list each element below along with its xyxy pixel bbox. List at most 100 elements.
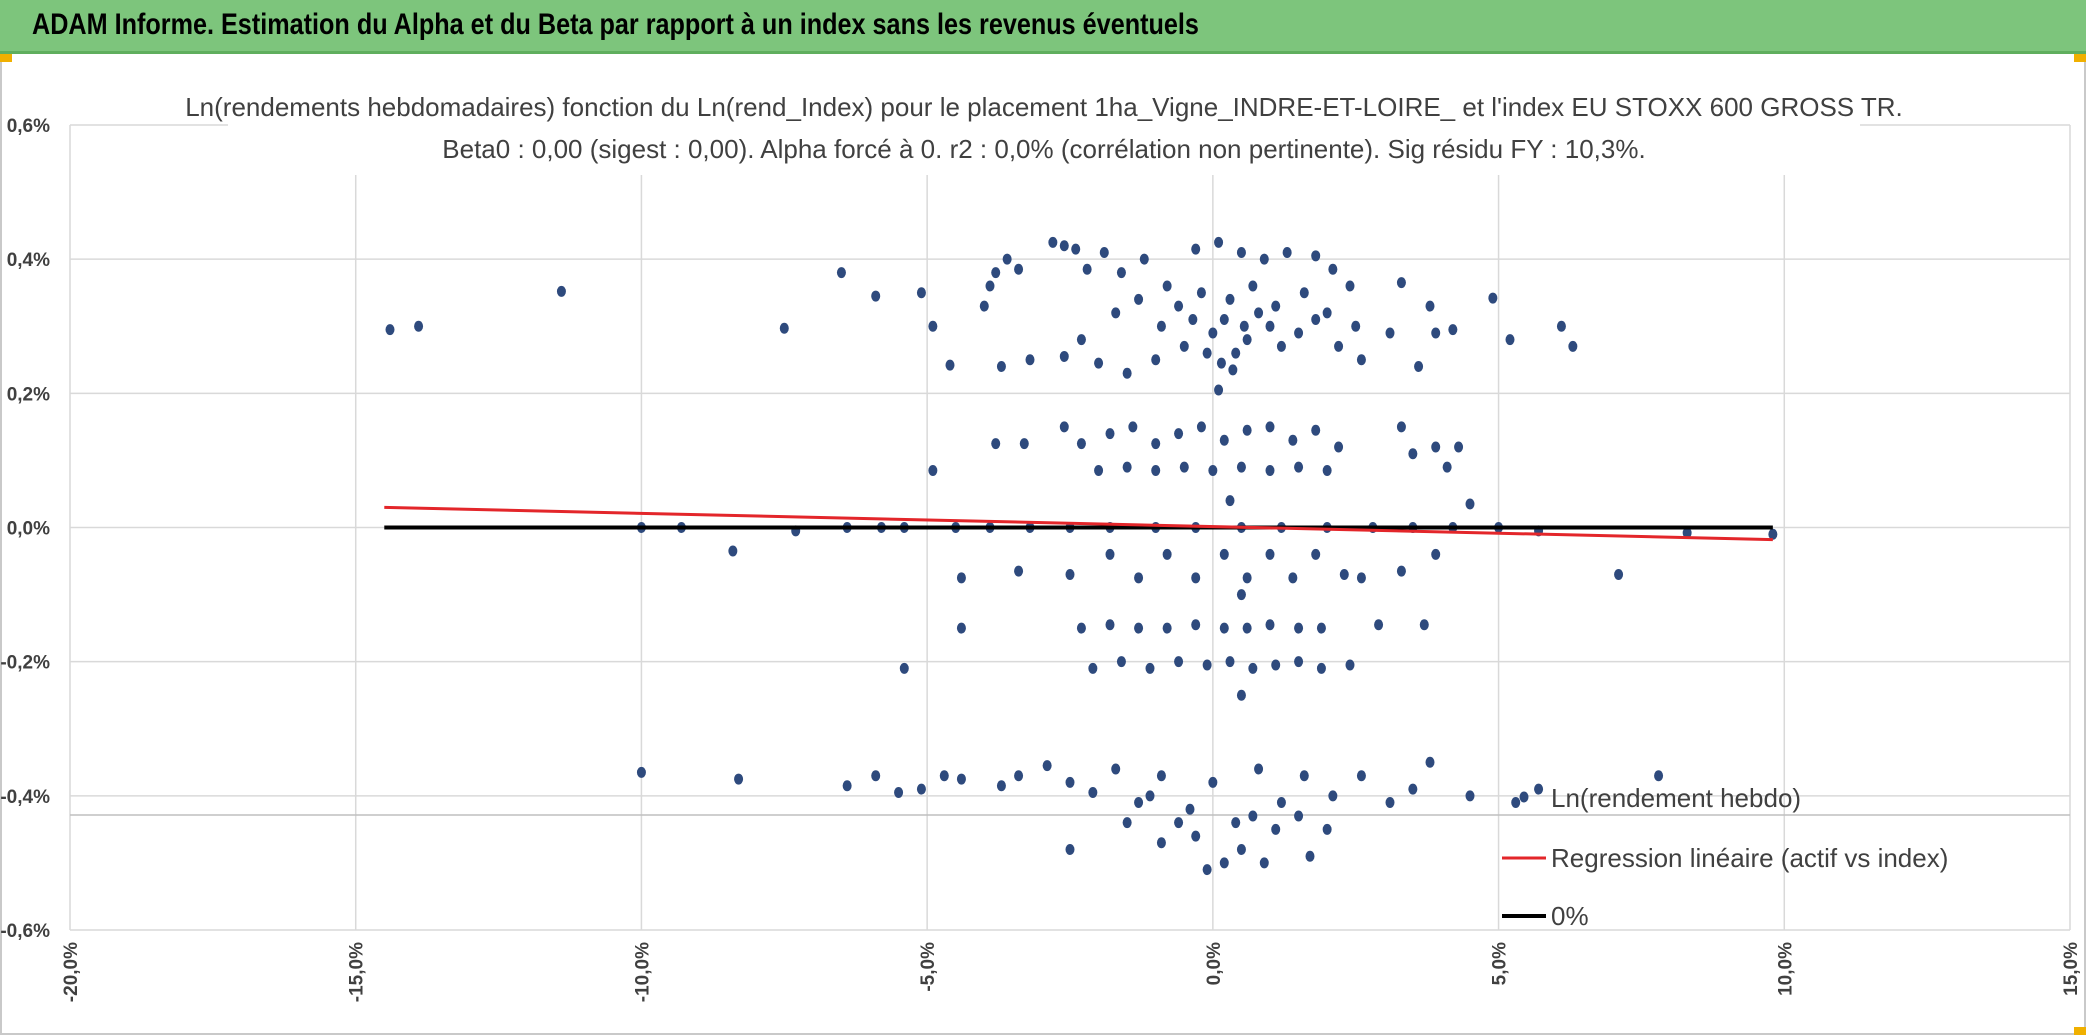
- data-point: [1311, 314, 1321, 326]
- data-point: [1294, 327, 1304, 339]
- data-point: [1276, 797, 1286, 809]
- data-point: [1071, 243, 1081, 255]
- data-point: [1431, 327, 1441, 339]
- chart-title-line2: Beta0 : 0,00 (sigest : 0,00). Alpha forc…: [442, 134, 1645, 164]
- data-point: [1236, 844, 1246, 855]
- data-point: [1239, 320, 1249, 332]
- data-point: [1408, 448, 1418, 460]
- corner-marker: [0, 54, 12, 62]
- data-point: [1219, 622, 1229, 634]
- data-point: [1202, 347, 1212, 359]
- x-axis-ticks: -20,0% -15,0% -10,0% -5,0% 0,0% 5,0% 10,0% 15,0…: [61, 942, 2082, 1002]
- data-point: [1076, 622, 1086, 634]
- y-axis-ticks: 0,6% 0,4% 0,2% 0,0% -0,2% -0,4% -0,6%: [0, 116, 50, 942]
- data-point: [1328, 790, 1338, 802]
- data-point: [1396, 421, 1406, 433]
- data-point: [1208, 464, 1218, 476]
- data-point: [1094, 464, 1104, 476]
- title-background: [228, 93, 1860, 175]
- data-point: [996, 780, 1006, 792]
- data-point: [1014, 770, 1024, 782]
- data-point: [1134, 622, 1144, 634]
- data-point: [1294, 622, 1304, 634]
- data-point: [956, 773, 966, 785]
- data-point: [1174, 817, 1184, 829]
- data-point: [1225, 293, 1235, 305]
- data-point: [1134, 293, 1144, 305]
- data-point: [1019, 438, 1029, 450]
- data-point: [1219, 548, 1229, 560]
- data-point: [1139, 253, 1149, 265]
- data-point: [1231, 347, 1241, 359]
- data-point: [1174, 428, 1184, 440]
- data-point: [1196, 421, 1206, 433]
- data-point: [1311, 424, 1321, 436]
- data-point: [1294, 656, 1304, 668]
- data-point: [956, 622, 966, 634]
- data-point: [1271, 659, 1281, 671]
- data-point: [1105, 428, 1115, 440]
- data-point: [1116, 656, 1126, 668]
- y-tick-label: 0,4%: [7, 250, 50, 271]
- data-point: [1156, 320, 1166, 332]
- data-point: [1259, 253, 1269, 265]
- y-tick-label: -0,6%: [0, 921, 50, 942]
- data-point: [956, 572, 966, 584]
- data-point: [734, 773, 744, 785]
- data-point: [1356, 354, 1366, 366]
- data-point: [1242, 622, 1252, 634]
- data-points: [385, 236, 1778, 876]
- data-point: [1196, 287, 1206, 299]
- legend-swatch-points: [1519, 791, 1529, 803]
- data-point: [1316, 622, 1326, 634]
- data-point: [1208, 776, 1218, 788]
- data-point: [1288, 572, 1298, 584]
- data-point: [1682, 527, 1692, 539]
- data-point: [1396, 565, 1406, 577]
- data-point: [1265, 548, 1275, 560]
- data-point: [1134, 797, 1144, 809]
- data-point: [1145, 790, 1155, 802]
- data-point: [1174, 300, 1184, 312]
- data-point: [414, 320, 424, 332]
- data-point: [1162, 622, 1172, 634]
- corner-marker: [2074, 1027, 2086, 1035]
- data-point: [1185, 803, 1195, 815]
- data-point: [1214, 236, 1224, 248]
- data-point: [1654, 770, 1664, 782]
- data-point: [1208, 327, 1218, 339]
- data-point: [916, 783, 926, 795]
- data-point: [1316, 662, 1326, 674]
- data-point: [1299, 287, 1309, 299]
- data-point: [1345, 280, 1355, 292]
- data-point: [1065, 568, 1075, 580]
- data-point: [1265, 421, 1275, 433]
- data-point: [1065, 776, 1075, 788]
- data-point: [1254, 763, 1264, 775]
- data-point: [1488, 292, 1498, 304]
- data-point: [928, 320, 938, 332]
- data-point: [1048, 236, 1058, 248]
- data-point: [1385, 797, 1395, 809]
- data-point: [1014, 565, 1024, 577]
- data-point: [1396, 277, 1406, 289]
- data-point: [1431, 548, 1441, 560]
- data-point: [1419, 619, 1429, 631]
- data-point: [996, 361, 1006, 372]
- data-point: [1236, 689, 1246, 701]
- data-point: [1271, 300, 1281, 312]
- x-tick-label: 10,0%: [1775, 942, 1796, 996]
- data-point: [1179, 461, 1189, 473]
- legend: Ln(rendement hebdo) Regression linéaire …: [1502, 783, 1948, 931]
- data-point: [916, 287, 926, 299]
- header-bar: ADAM Informe. Estimation du Alpha et du …: [0, 0, 2086, 54]
- data-point: [1202, 864, 1212, 876]
- data-point: [1442, 461, 1452, 473]
- data-point: [1214, 384, 1224, 396]
- data-point: [991, 267, 1001, 279]
- data-point: [1768, 528, 1778, 540]
- x-tick-label: -15,0%: [347, 942, 368, 1002]
- regression-line: [384, 505, 1773, 542]
- data-point: [1105, 548, 1115, 560]
